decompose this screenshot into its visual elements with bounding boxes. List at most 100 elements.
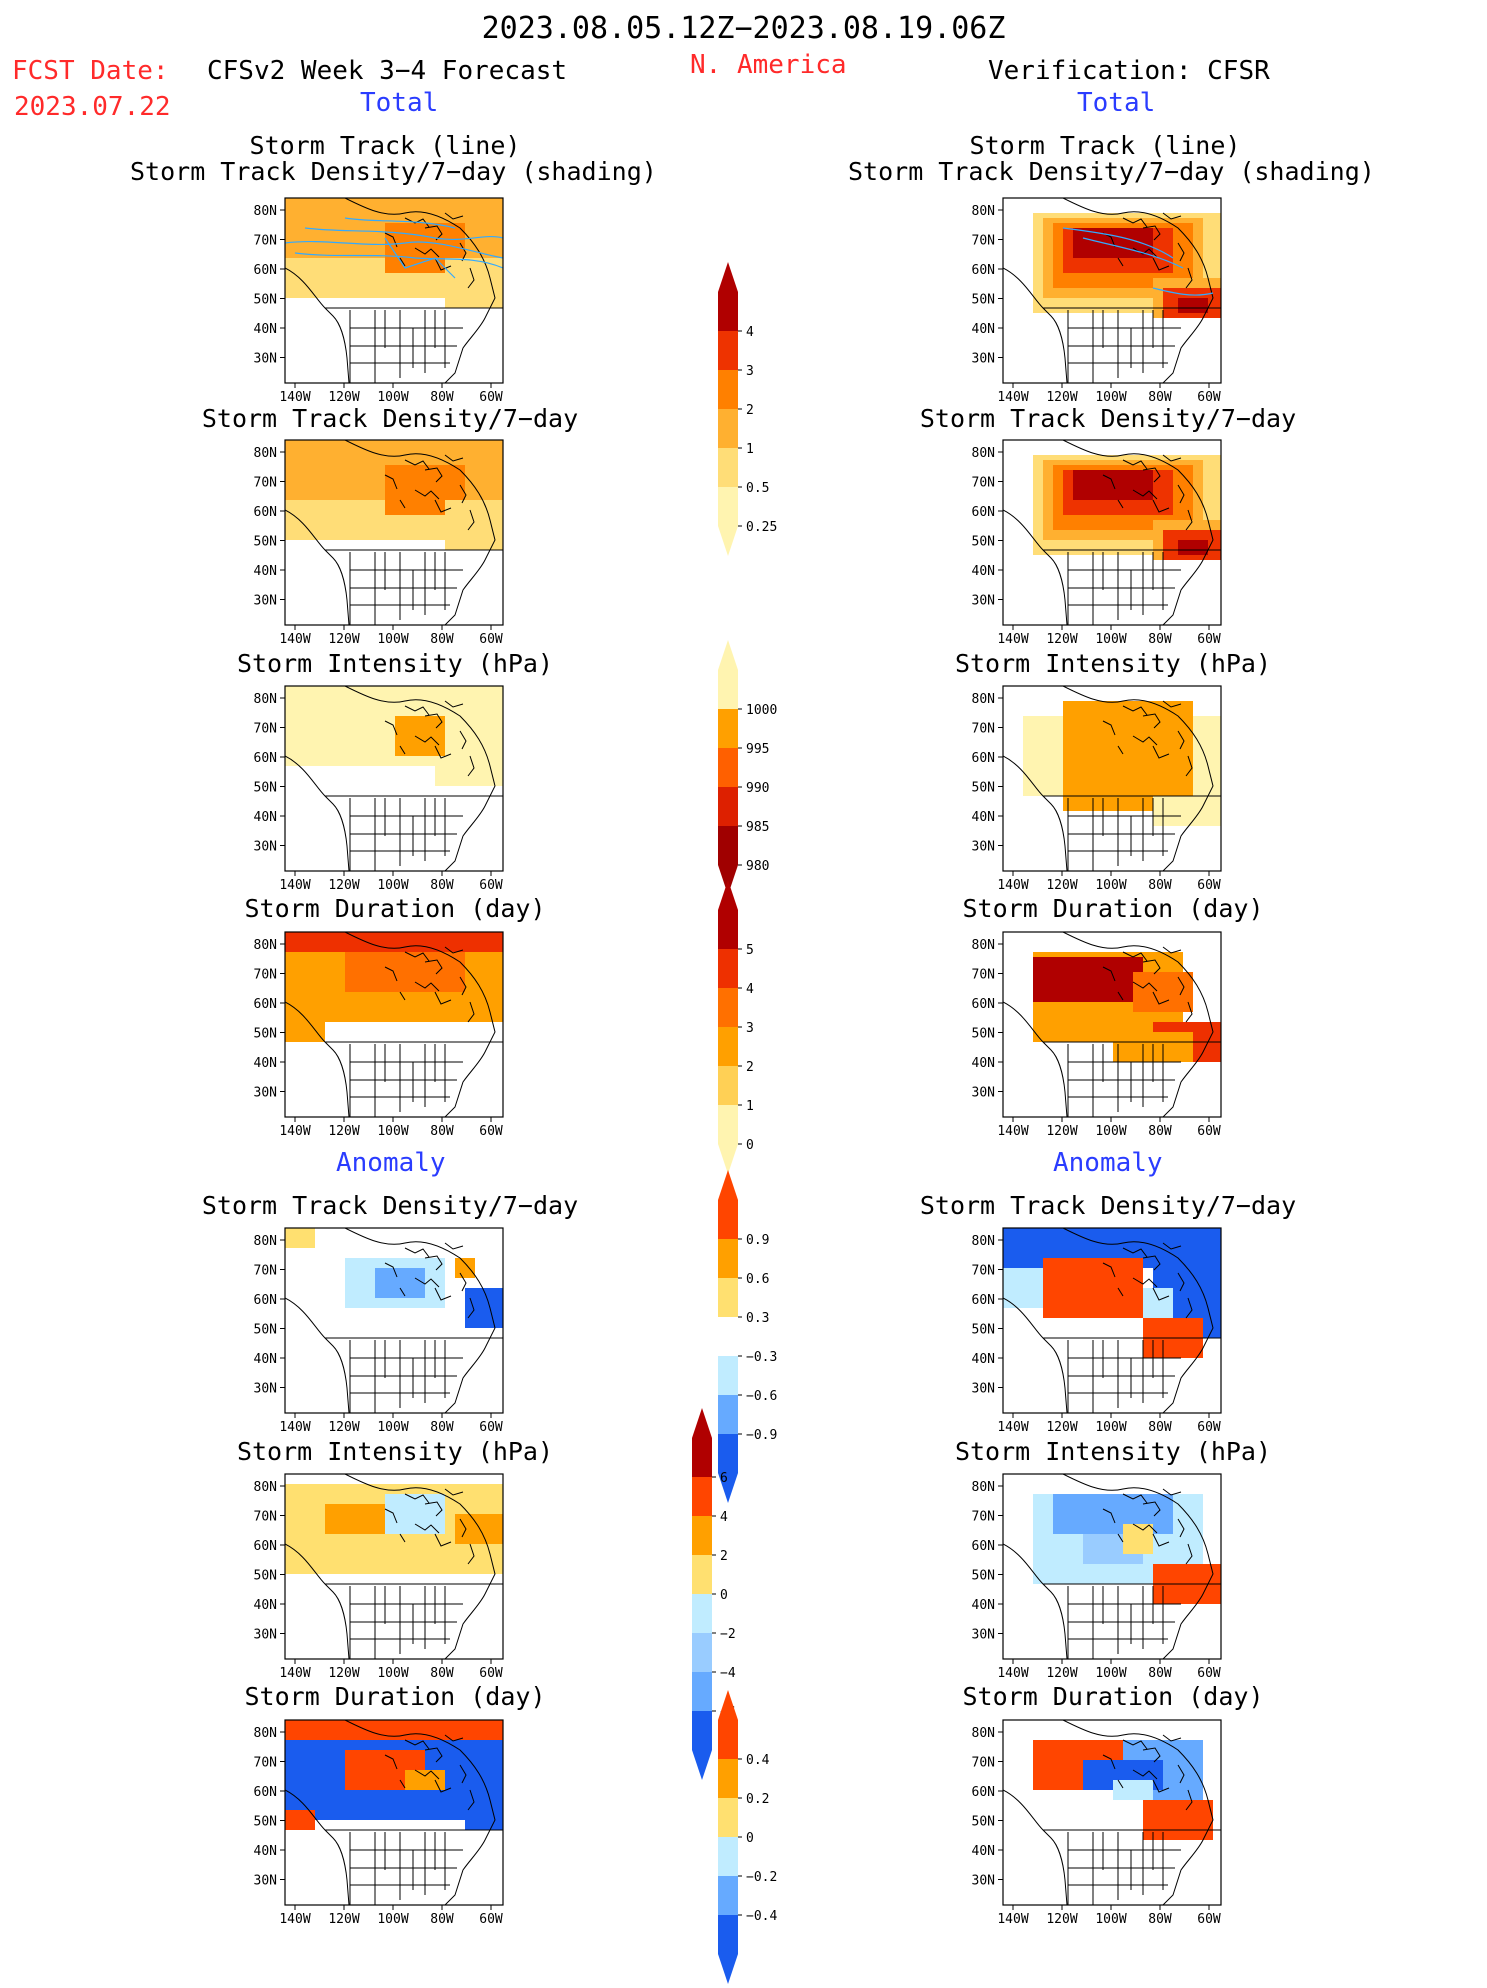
lat-tick-label: 80N — [254, 1480, 277, 1495]
map-frame — [284, 1719, 504, 1906]
lon-tick-label: 80W — [430, 878, 454, 893]
lon-tick-label: 120W — [1046, 1124, 1077, 1139]
coastline — [1003, 198, 1221, 383]
right-track-map: 80N 70N 60N 50N 40N 30N 140W 120W 100W 80W 60W — [943, 190, 1241, 415]
colorbar-segment — [718, 1837, 738, 1876]
lon-tick-label: 140W — [997, 632, 1028, 647]
shade-cell — [1033, 957, 1143, 1002]
colorbar-label: 1 — [746, 1099, 754, 1114]
colorbar-segment — [718, 910, 738, 949]
forecast-anomaly-label: Anomaly — [336, 1148, 446, 1178]
lon-tick-label: 80W — [430, 390, 454, 405]
lat-tick-label: 60N — [972, 751, 995, 766]
shade-cell — [1143, 1288, 1173, 1318]
arctic-islands — [1102, 1242, 1193, 1319]
lon-tick-label: 100W — [377, 1124, 408, 1139]
lat-tick-label: 70N — [254, 234, 277, 249]
lat-tick-label: 50N — [254, 293, 277, 308]
lon-tick-label: 80W — [430, 1912, 454, 1927]
lat-tick-label: 60N — [972, 1785, 995, 1800]
forecast-title: CFSv2 Week 3−4 Forecast — [207, 56, 568, 86]
right-intensity-map: 80N 70N 60N 50N 40N 30N 140W 120W 100W 80W 60W — [943, 678, 1241, 903]
left-track-map: 80N 70N 60N 50N 40N 30N 140W 120W 100W 80W 60W — [225, 190, 523, 415]
colorbar-segment — [718, 670, 738, 709]
lon-tick-label: 120W — [1046, 632, 1077, 647]
region-title: N. America — [690, 50, 847, 80]
shade-cell — [1123, 1524, 1153, 1554]
lat-tick-label: 80N — [254, 204, 277, 219]
lon-tick-label: 100W — [377, 1420, 408, 1435]
lon-tick-label: 60W — [1197, 878, 1221, 893]
map-frame — [284, 1227, 504, 1414]
coastline — [1003, 932, 1221, 1117]
right-anom-intensity-map: 80N 70N 60N 50N 40N 30N 140W 120W 100W 80W 60W — [943, 1466, 1241, 1691]
lat-tick-label: 70N — [972, 722, 995, 737]
lat-tick-label: 70N — [254, 968, 277, 983]
colorbar-label: 990 — [746, 781, 769, 796]
coastline — [285, 198, 503, 383]
colorbar-density: 4 3 2 1 0.5 0.25 — [708, 262, 808, 560]
lat-tick-label: 40N — [972, 1056, 995, 1071]
lon-tick-label: 120W — [1046, 1666, 1077, 1681]
lat-tick-label: 80N — [972, 446, 995, 461]
right-anom-duration-map: 80N 70N 60N 50N 40N 30N 140W 120W 100W 80W 60W — [943, 1712, 1241, 1937]
coastline — [1003, 1720, 1221, 1905]
lat-tick-label: 30N — [254, 352, 277, 367]
lat-tick-label: 30N — [972, 1086, 995, 1101]
colorbar-label: 0.9 — [746, 1233, 769, 1248]
map-frame — [284, 197, 504, 384]
lat-tick-label: 50N — [254, 1569, 277, 1584]
shade-cell — [375, 1268, 425, 1298]
right-duration-map: 80N 70N 60N 50N 40N 30N 140W 120W 100W 80W 60W — [943, 924, 1241, 1149]
left-anom-density-title: Storm Track Density/7−day — [201, 1191, 579, 1220]
right-density-title: Storm Track Density/7−day — [919, 404, 1297, 433]
colorbar-segment — [718, 1720, 738, 1759]
left-track-line-title: Storm Track (line) — [249, 131, 521, 160]
coastline — [285, 1228, 503, 1413]
colorbar-label: −0.2 — [746, 1870, 777, 1885]
map-frame — [1002, 931, 1222, 1118]
left-density-map: 80N 70N 60N 50N 40N 30N 140W 120W 100W 80W 60W — [225, 432, 523, 657]
lat-tick-label: 70N — [972, 968, 995, 983]
lat-tick-label: 60N — [254, 751, 277, 766]
shade-cell — [1133, 972, 1193, 1012]
shade-cell — [455, 1514, 503, 1544]
lat-tick-label: 80N — [972, 1480, 995, 1495]
lat-tick-label: 60N — [254, 1293, 277, 1308]
lon-tick-label: 100W — [377, 878, 408, 893]
shade-cell — [285, 500, 325, 540]
lon-tick-label: 140W — [997, 390, 1028, 405]
colorbar-label: −4 — [720, 1666, 736, 1681]
lon-tick-label: 120W — [328, 390, 359, 405]
lat-tick-label: 50N — [254, 535, 277, 550]
colorbar-label: −0.3 — [746, 1350, 777, 1365]
storm-track-line — [304, 227, 503, 241]
colorbar-label: −2 — [720, 1627, 736, 1642]
lat-tick-label: 60N — [254, 505, 277, 520]
left-duration-title: Storm Duration (day) — [244, 894, 546, 923]
lat-tick-label: 80N — [972, 692, 995, 707]
colorbar-label: 0.5 — [746, 481, 769, 496]
lat-tick-label: 30N — [972, 594, 995, 609]
lat-tick-label: 50N — [254, 1815, 277, 1830]
lat-tick-label: 80N — [254, 692, 277, 707]
colorbar-extend-bottom — [718, 526, 738, 556]
colorbar-extend-bottom — [692, 1750, 712, 1780]
shade-cell — [285, 1810, 315, 1830]
lon-tick-label: 100W — [377, 1666, 408, 1681]
lon-tick-label: 60W — [479, 878, 503, 893]
colorbar-label: 0.6 — [746, 1272, 769, 1287]
lat-tick-label: 70N — [254, 476, 277, 491]
right-track-shading-title: Storm Track Density/7−day (shading) — [848, 157, 1375, 186]
lon-tick-label: 60W — [479, 1912, 503, 1927]
lat-tick-label: 40N — [254, 322, 277, 337]
lat-tick-label: 30N — [254, 1628, 277, 1643]
coastline — [285, 1474, 503, 1659]
colorbar-extend-top — [718, 1170, 738, 1200]
map-frame — [1002, 1719, 1222, 1906]
lat-tick-label: 30N — [972, 1628, 995, 1643]
colorbar-extend-bottom — [718, 1473, 738, 1503]
colorbar-segment — [718, 1317, 738, 1356]
colorbar-label: 0.25 — [746, 520, 777, 535]
lat-tick-label: 30N — [972, 352, 995, 367]
